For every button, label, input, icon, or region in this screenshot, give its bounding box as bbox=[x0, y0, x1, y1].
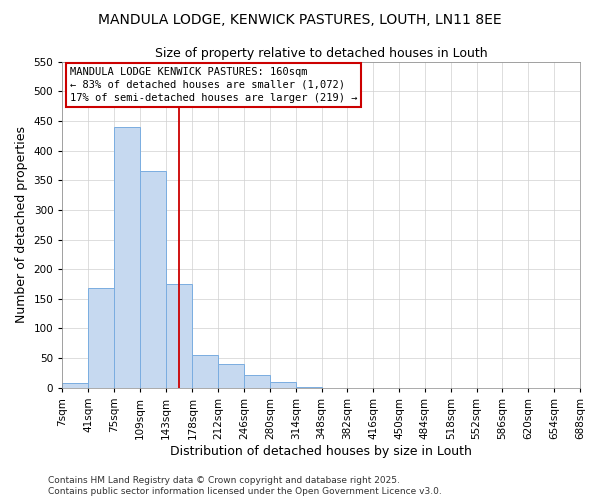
Title: Size of property relative to detached houses in Louth: Size of property relative to detached ho… bbox=[155, 48, 487, 60]
Text: MANDULA LODGE KENWICK PASTURES: 160sqm
← 83% of detached houses are smaller (1,0: MANDULA LODGE KENWICK PASTURES: 160sqm ←… bbox=[70, 66, 358, 103]
Bar bbox=[296, 386, 322, 388]
Bar bbox=[114, 127, 140, 388]
Bar bbox=[244, 374, 270, 388]
Bar bbox=[88, 288, 114, 388]
Text: Contains HM Land Registry data © Crown copyright and database right 2025.
Contai: Contains HM Land Registry data © Crown c… bbox=[48, 476, 442, 496]
X-axis label: Distribution of detached houses by size in Louth: Distribution of detached houses by size … bbox=[170, 444, 472, 458]
Text: MANDULA LODGE, KENWICK PASTURES, LOUTH, LN11 8EE: MANDULA LODGE, KENWICK PASTURES, LOUTH, … bbox=[98, 12, 502, 26]
Bar bbox=[140, 172, 166, 388]
Bar bbox=[193, 355, 218, 388]
Y-axis label: Number of detached properties: Number of detached properties bbox=[15, 126, 28, 323]
Bar bbox=[166, 284, 193, 388]
Bar bbox=[62, 383, 88, 388]
Bar bbox=[270, 382, 296, 388]
Bar bbox=[218, 364, 244, 388]
